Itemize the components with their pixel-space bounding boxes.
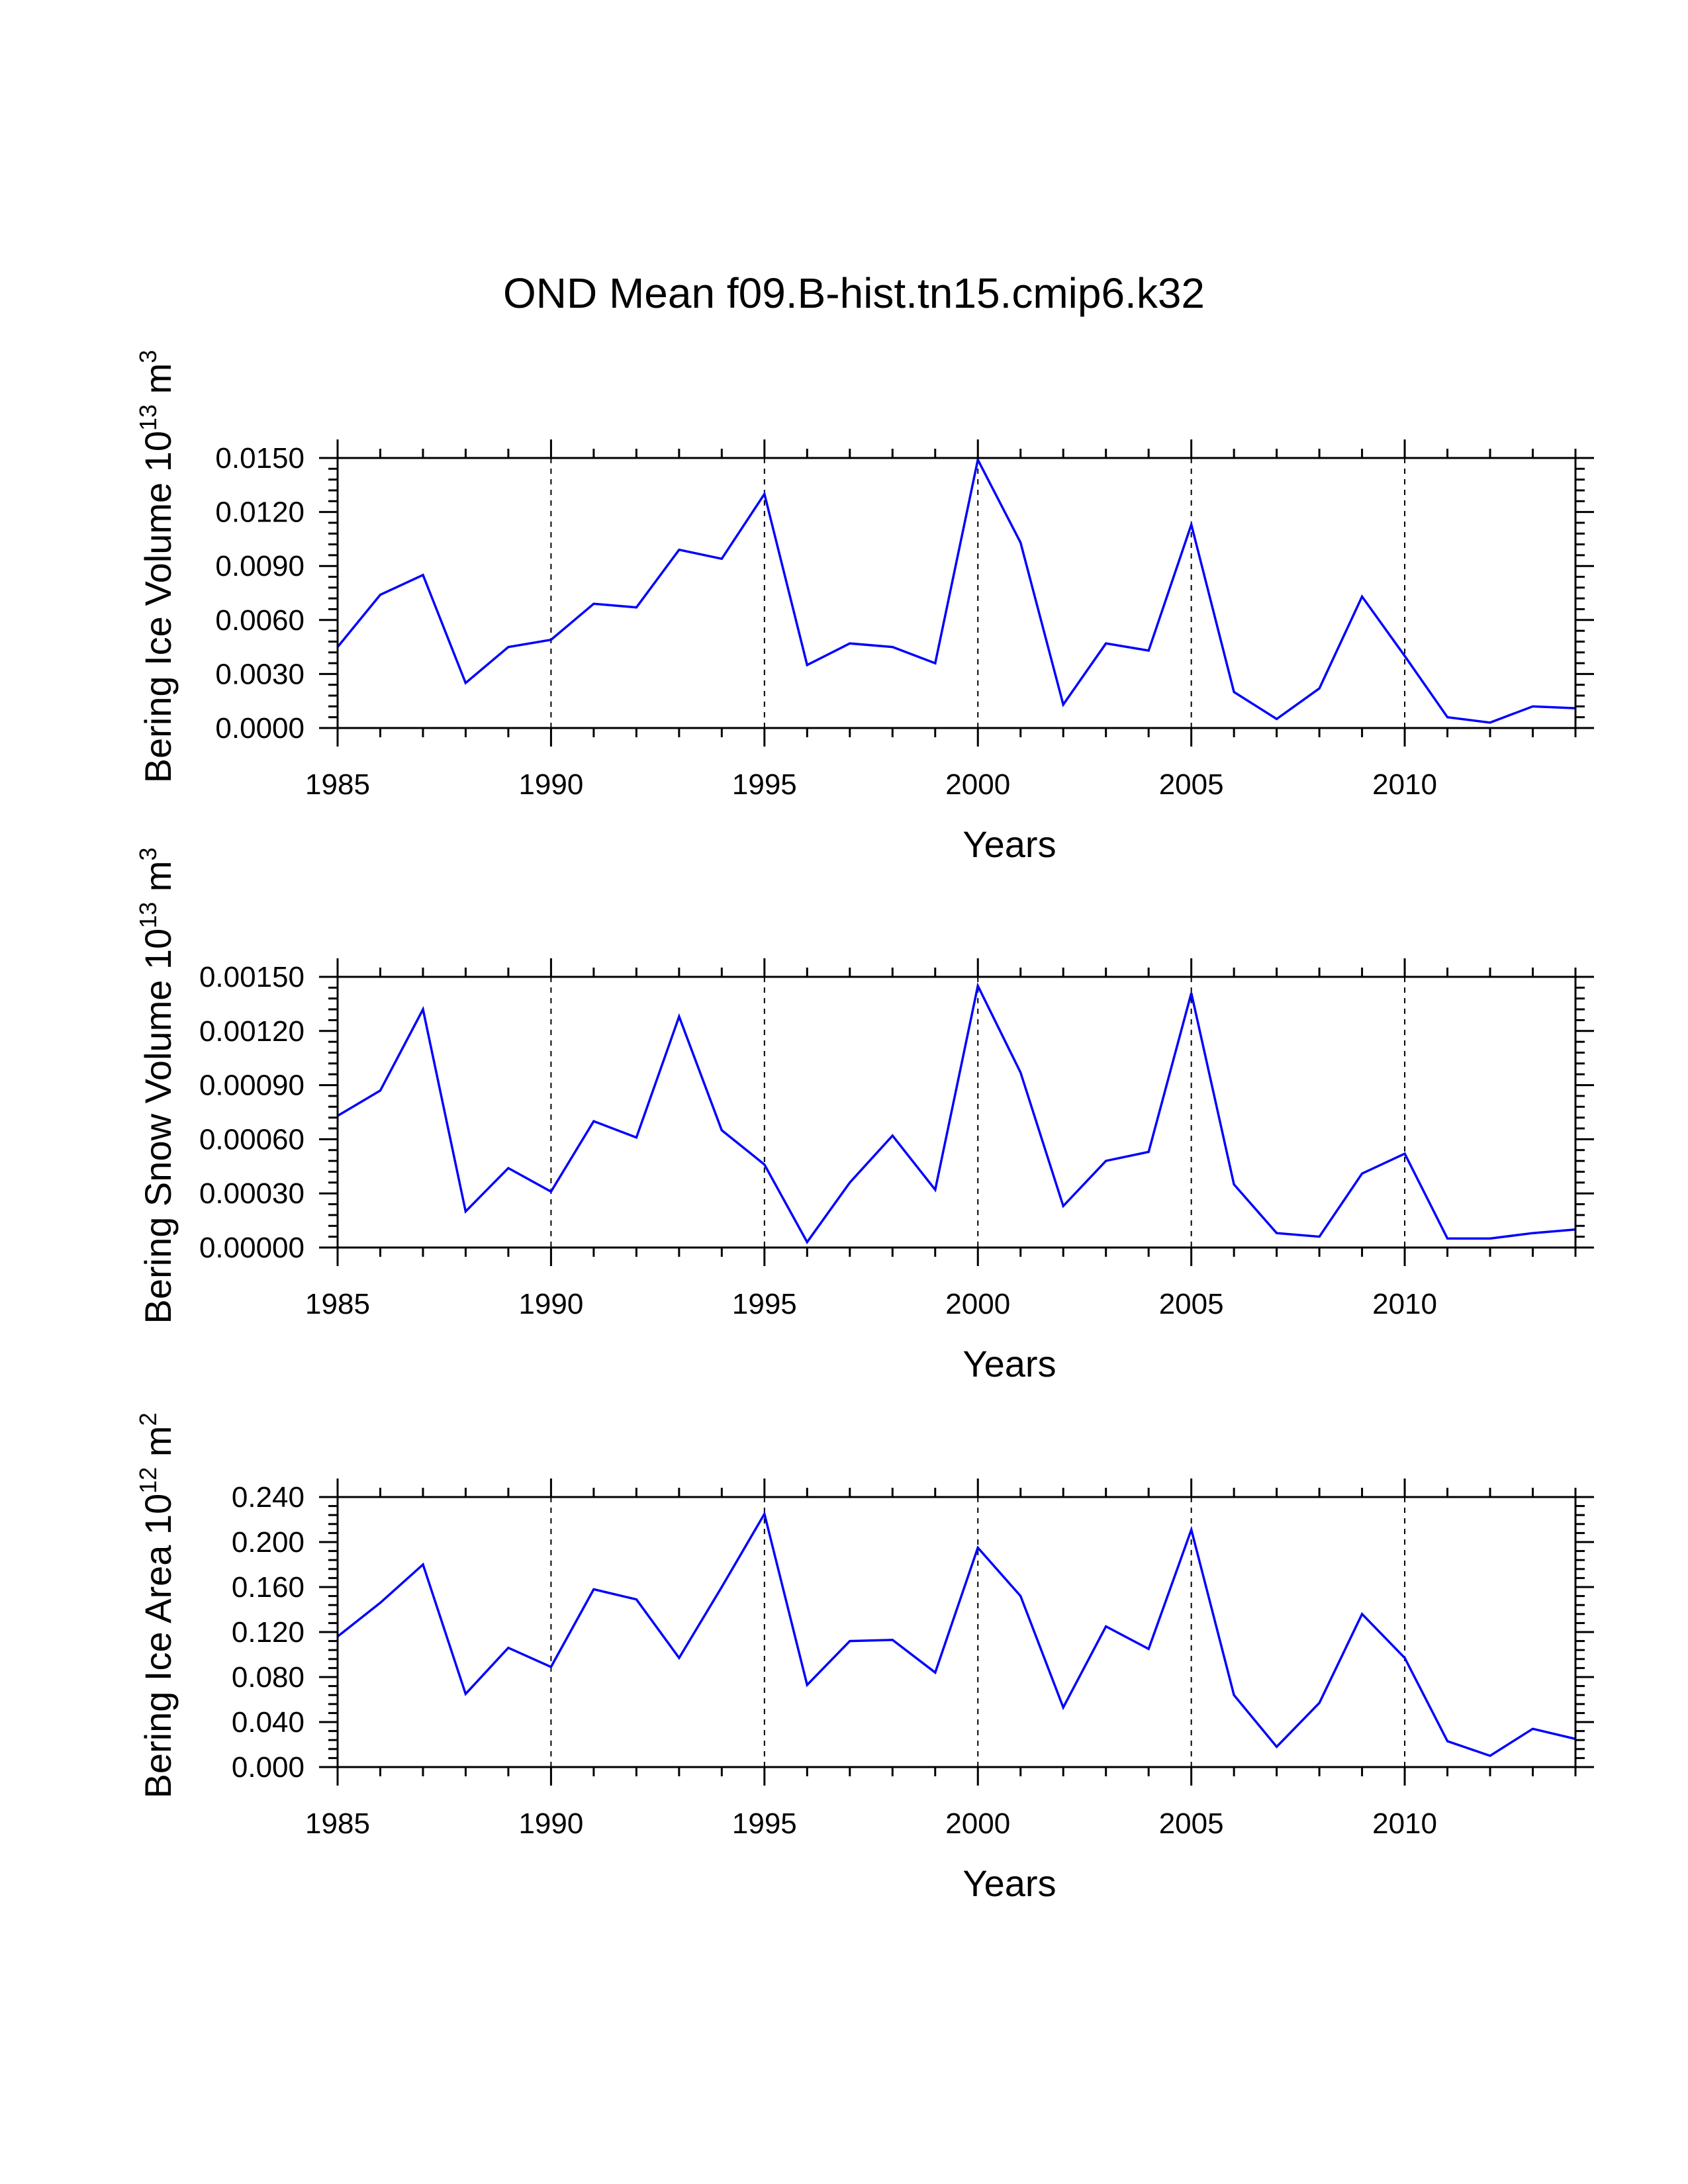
y-tick-label: 0.240: [232, 1481, 305, 1514]
x-tick-label: 2010: [1372, 1288, 1437, 1320]
x-tick-label: 2010: [1372, 1807, 1437, 1840]
y-tick-label: 0.0120: [215, 496, 305, 529]
panel-ice-volume: 1985 1990 1995 2000 2005 2010 0.0000 0.0030 0.00…: [134, 350, 1594, 865]
x-tick-label: 1995: [732, 1288, 797, 1320]
y-tick-label: 0.000: [232, 1751, 305, 1784]
x-tick-label: 1985: [305, 1807, 370, 1840]
y-tick-label: 0.00000: [199, 1232, 305, 1264]
y-tick-label: 0.080: [232, 1661, 305, 1694]
plot-frame: [336, 1496, 1577, 1768]
y-tick-label: 0.00060: [199, 1123, 305, 1156]
x-tick-label: 1990: [518, 1807, 583, 1840]
y-tick-label: 0.00120: [199, 1015, 305, 1048]
y-tick-label: 0.00030: [199, 1177, 305, 1210]
y-tick-label: 0.0000: [215, 712, 305, 745]
y-axis-label: Bering Snow Volume 1013 m3: [134, 847, 179, 1324]
x-tick-label: 1990: [518, 1288, 583, 1320]
y-tick-label: 0.040: [232, 1706, 305, 1739]
ice-volume-line: [336, 456, 1576, 724]
y-tick-label: 0.00150: [199, 961, 305, 993]
x-tick-label: 2005: [1159, 768, 1224, 801]
y-tick-label: 0.160: [232, 1571, 305, 1604]
x-tick-label: 1995: [732, 1807, 797, 1840]
y-axis-label: Bering Ice Volume 1013 m3: [134, 350, 179, 784]
x-tick-label: 2010: [1372, 768, 1437, 801]
y-tick-label: 0.0150: [215, 442, 305, 475]
panel-snow-volume: 1985 1990 1995 2000 2005 2010 0.00000 0.00030 0.…: [134, 847, 1594, 1385]
y-tick-label: 0.120: [232, 1616, 305, 1649]
plot-frame: [336, 976, 1577, 1249]
panel-ice-area: 1985 1990 1995 2000 2005 2010 0.000 0.040 0.080 0…: [134, 1412, 1594, 1904]
y-tick-label: 0.00090: [199, 1069, 305, 1102]
x-tick-label: 2000: [945, 768, 1010, 801]
y-tick-label: 0.0030: [215, 658, 305, 690]
x-tick-label: 1985: [305, 768, 370, 801]
y-tick-label: 0.0090: [215, 550, 305, 582]
x-tick-label: 1985: [305, 1288, 370, 1320]
x-axis-label: Years: [962, 1862, 1056, 1904]
x-tick-label: 1995: [732, 768, 797, 801]
y-axis-label: Bering Ice Area 1012 m2: [134, 1412, 179, 1798]
y-tick-label: 0.200: [232, 1526, 305, 1559]
y-tick-label: 0.0060: [215, 604, 305, 637]
x-axis-label: Years: [962, 823, 1056, 865]
x-tick-label: 2005: [1159, 1288, 1224, 1320]
x-tick-label: 2000: [945, 1807, 1010, 1840]
x-tick-label: 1990: [518, 768, 583, 801]
snow-volume-line: [337, 982, 1576, 1245]
x-tick-label: 2000: [945, 1288, 1010, 1320]
x-axis-label: Years: [962, 1343, 1056, 1385]
chart-title: OND Mean f09.B-hist.tn15.cmip6.k32: [503, 269, 1205, 317]
x-tick-label: 2005: [1159, 1807, 1224, 1840]
ice-area-line: [336, 1510, 1576, 1757]
plot-frame: [336, 457, 1577, 729]
